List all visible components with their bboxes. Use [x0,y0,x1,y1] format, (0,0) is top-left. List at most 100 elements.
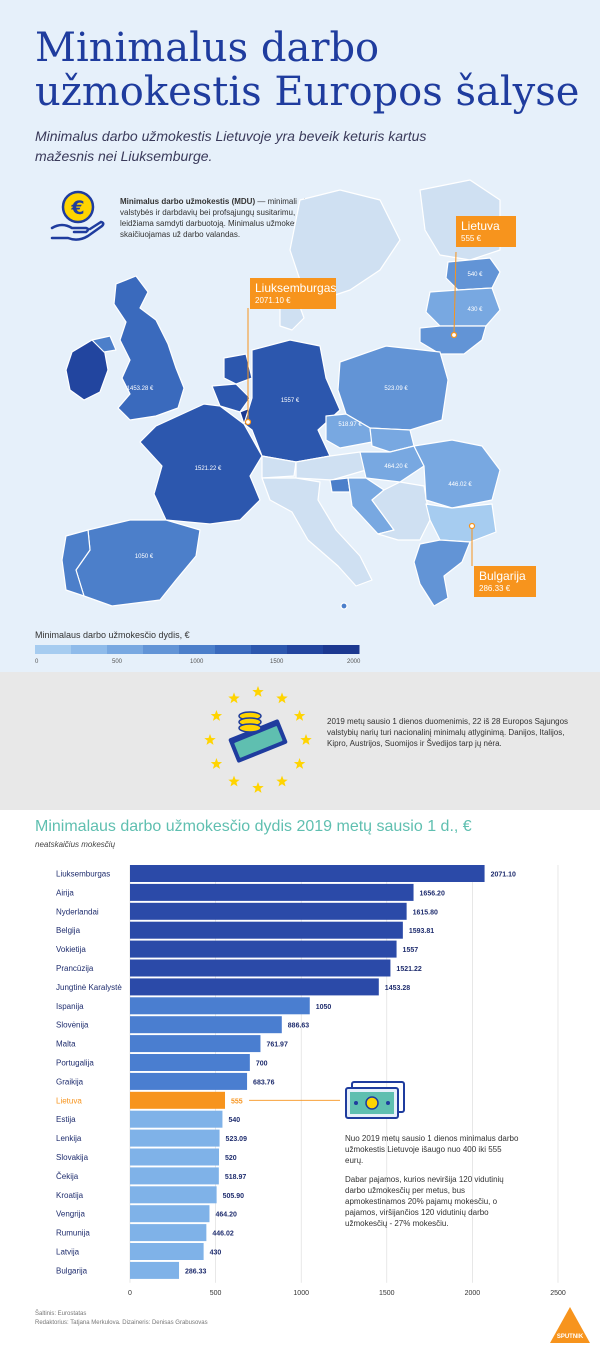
bar [130,1261,180,1279]
map-lithuania [419,325,487,355]
bar [130,1148,220,1166]
category-label: Jungtinė Karalystė [56,983,122,992]
map-uk [113,275,185,421]
eu-info-section: 2019 metų sausio 1 dienos duomenimis, 22… [0,672,600,810]
footer: Šaltinis: Eurostatas Redaktorius: Tatjan… [35,1310,208,1328]
bar [130,883,414,901]
map-scandinavia [289,189,401,301]
category-label: Malta [56,1040,76,1049]
value-label: 464.20 [215,1212,237,1219]
map-latvia [425,287,501,327]
legend-segment [251,645,288,654]
eu-star-icon [300,734,312,745]
bar [130,1205,210,1223]
category-label: Vengrija [56,1210,85,1219]
map-label-hungary: 464.20 € [384,464,408,470]
eu-star-icon [293,758,306,769]
eu-star-icon [276,775,288,787]
eu-info-text: 2019 metų sausio 1 dienos duomenimis, 22… [327,717,569,748]
euro-coin-hand-icon: € [50,190,105,241]
x-tick-label: 2500 [550,1290,566,1297]
bar [130,902,407,920]
category-label: Bulgarija [56,1266,88,1275]
category-label: Čekija [56,1172,79,1181]
category-label: Nyderlandai [56,907,99,916]
legend-tick-1500: 1500 [270,659,284,665]
map-slovenia [329,477,351,493]
value-label: 886.63 [288,1023,310,1030]
value-label: 1521.22 [396,966,421,973]
category-label: Kroatija [56,1191,84,1200]
map-spain [75,519,201,607]
svg-text:€: € [70,197,84,219]
bar [130,959,391,977]
banknote-icon [345,1081,405,1119]
value-label: 700 [256,1061,268,1068]
map-label-latvia: 430 € [467,307,483,313]
category-label: Lietuva [56,1096,82,1105]
map-northern-ireland [91,335,117,353]
page-title: Minimalus darbo užmokestis Europos šalys… [35,26,595,114]
map-italy [261,477,373,587]
map-label-poland: 523.09 € [384,386,408,392]
category-label: Belgija [56,926,81,935]
value-label: 518.97 [225,1174,247,1181]
map-greece [413,539,471,607]
title-line-2: užmokestis Europos šalyse [35,69,580,115]
map-france [139,403,263,525]
category-label: Vokietija [56,945,86,954]
legend-tick-2000: 2000 [347,659,361,665]
legend-tick-500: 500 [112,659,123,665]
value-label: 1050 [316,1004,332,1011]
bar [130,1243,204,1260]
legend-segment [287,645,324,654]
legend-tick-1000: 1000 [190,659,204,665]
map-switzerland [261,455,297,479]
value-label: 555 [231,1098,243,1105]
category-label: Airija [56,888,74,897]
category-label: Liuksemburgas [56,870,110,879]
category-label: Prancūzija [56,964,94,973]
value-label: 505.90 [223,1193,245,1200]
value-label: 2071.10 [491,872,516,879]
bar [130,1054,250,1071]
chart-title: Minimalaus darbo užmokesčio dydis 2019 m… [35,818,472,835]
map-label-estonia: 540 € [467,272,483,278]
map-balkans [371,481,431,541]
eu-star-icon [276,692,288,704]
map-legend-title: Minimalaus darbo užmokesčio dydis, € [35,630,190,640]
map-label-france: 1521.22 € [195,466,222,472]
footer-source: Šaltinis: Eurostatas [35,1311,87,1317]
bar [130,978,379,996]
x-tick-label: 1500 [379,1290,395,1297]
legend-segment [35,645,72,654]
x-tick-label: 2000 [465,1290,481,1297]
map-label-uk: 1453.28 € [127,386,154,392]
bar [130,1016,282,1034]
bar [130,1110,223,1128]
footer-credits: Redaktorius: Tatjana Merkulova. Dizainer… [35,1320,208,1326]
value-label: 1615.80 [413,909,438,916]
page-subtitle: Minimalus darbo užmokestis Lietuvoje yra… [35,128,427,164]
callout-lietuva: Lietuva 555 € [456,216,516,247]
category-label: Ispanija [56,1002,84,1011]
eu-star-icon [210,710,223,721]
eu-star-icon [204,734,216,745]
map-label-czech: 518.97 € [338,422,362,428]
eu-star-icon [293,710,306,721]
eu-star-icon [252,782,264,793]
value-label: 523.09 [226,1136,248,1143]
value-label: 1593.81 [409,928,434,935]
map-label-romania: 446.02 € [448,482,472,488]
bar [130,940,397,958]
bar [130,1035,261,1053]
svg-text:SPUTNIK: SPUTNIK [557,1334,584,1340]
bar [130,1186,217,1204]
bar [130,1224,207,1242]
category-label: Portugalija [56,1059,94,1068]
bar [130,1167,219,1185]
map-portugal [61,529,91,597]
legend-segment [107,645,144,654]
bar-chart: Liuksemburgas 2071.10 Airija 1656.20 Nyderla… [56,865,566,1297]
category-label: Lenkija [56,1134,82,1143]
